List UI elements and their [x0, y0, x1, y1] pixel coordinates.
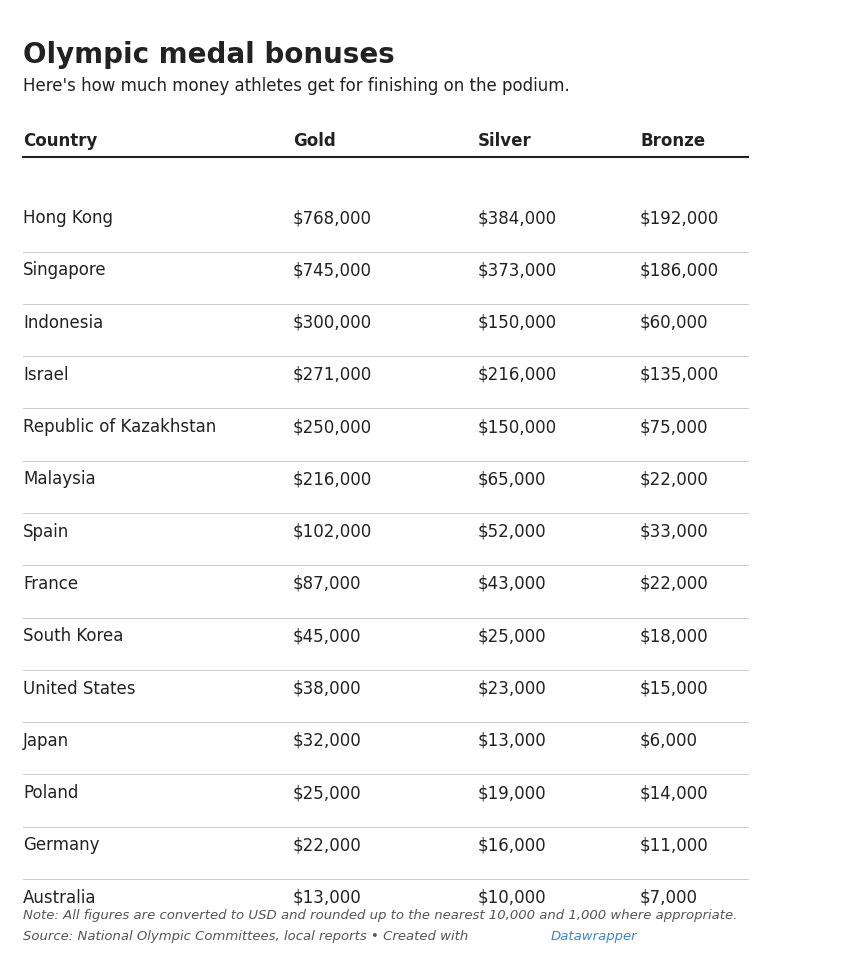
Text: $25,000: $25,000: [478, 627, 547, 646]
Text: Hong Kong: Hong Kong: [23, 209, 113, 227]
Text: Japan: Japan: [23, 732, 70, 750]
Text: $18,000: $18,000: [640, 627, 709, 646]
Text: $25,000: $25,000: [293, 784, 361, 802]
Text: Datawrapper: Datawrapper: [550, 930, 637, 943]
Text: $22,000: $22,000: [640, 575, 709, 593]
Text: Israel: Israel: [23, 366, 69, 384]
Text: Singapore: Singapore: [23, 261, 107, 280]
Text: $135,000: $135,000: [640, 366, 719, 384]
Text: Note: All figures are converted to USD and rounded up to the nearest 10,000 and : Note: All figures are converted to USD a…: [23, 909, 738, 922]
Text: South Korea: South Korea: [23, 627, 124, 646]
Text: $745,000: $745,000: [293, 261, 372, 280]
Text: $13,000: $13,000: [293, 889, 362, 907]
Text: $19,000: $19,000: [478, 784, 547, 802]
Text: $52,000: $52,000: [478, 523, 547, 541]
Text: $13,000: $13,000: [478, 732, 547, 750]
Text: $10,000: $10,000: [478, 889, 547, 907]
Text: Gold: Gold: [293, 132, 336, 150]
Text: $373,000: $373,000: [478, 261, 557, 280]
Text: $14,000: $14,000: [640, 784, 709, 802]
Text: $150,000: $150,000: [478, 314, 557, 332]
Text: Silver: Silver: [478, 132, 532, 150]
Text: $102,000: $102,000: [293, 523, 372, 541]
Text: $250,000: $250,000: [293, 418, 372, 437]
Text: $16,000: $16,000: [478, 836, 547, 855]
Text: United States: United States: [23, 680, 136, 698]
Text: Poland: Poland: [23, 784, 79, 802]
Text: France: France: [23, 575, 78, 593]
Text: Republic of Kazakhstan: Republic of Kazakhstan: [23, 418, 216, 437]
Text: Olympic medal bonuses: Olympic medal bonuses: [23, 41, 395, 69]
Text: $87,000: $87,000: [293, 575, 361, 593]
Text: $271,000: $271,000: [293, 366, 372, 384]
Text: Bronze: Bronze: [640, 132, 706, 150]
Text: Australia: Australia: [23, 889, 97, 907]
Text: $32,000: $32,000: [293, 732, 362, 750]
Text: $22,000: $22,000: [293, 836, 362, 855]
Text: $15,000: $15,000: [640, 680, 709, 698]
Text: $45,000: $45,000: [293, 627, 361, 646]
Text: $216,000: $216,000: [293, 470, 372, 489]
Text: $186,000: $186,000: [640, 261, 719, 280]
Text: $384,000: $384,000: [478, 209, 557, 227]
Text: $22,000: $22,000: [640, 470, 709, 489]
Text: Malaysia: Malaysia: [23, 470, 96, 489]
Text: $75,000: $75,000: [640, 418, 709, 437]
Text: $768,000: $768,000: [293, 209, 372, 227]
Text: Indonesia: Indonesia: [23, 314, 103, 332]
Text: $23,000: $23,000: [478, 680, 547, 698]
Text: $43,000: $43,000: [478, 575, 547, 593]
Text: $216,000: $216,000: [478, 366, 557, 384]
Text: Spain: Spain: [23, 523, 70, 541]
Text: $65,000: $65,000: [478, 470, 547, 489]
Text: $11,000: $11,000: [640, 836, 709, 855]
Text: Source: National Olympic Committees, local reports • Created with: Source: National Olympic Committees, loc…: [23, 930, 472, 943]
Text: $300,000: $300,000: [293, 314, 372, 332]
Text: $192,000: $192,000: [640, 209, 719, 227]
Text: $33,000: $33,000: [640, 523, 709, 541]
Text: $38,000: $38,000: [293, 680, 361, 698]
Text: Germany: Germany: [23, 836, 99, 855]
Text: Country: Country: [23, 132, 98, 150]
Text: $150,000: $150,000: [478, 418, 557, 437]
Text: $6,000: $6,000: [640, 732, 698, 750]
Text: $7,000: $7,000: [640, 889, 698, 907]
Text: $60,000: $60,000: [640, 314, 709, 332]
Text: Here's how much money athletes get for finishing on the podium.: Here's how much money athletes get for f…: [23, 77, 570, 96]
